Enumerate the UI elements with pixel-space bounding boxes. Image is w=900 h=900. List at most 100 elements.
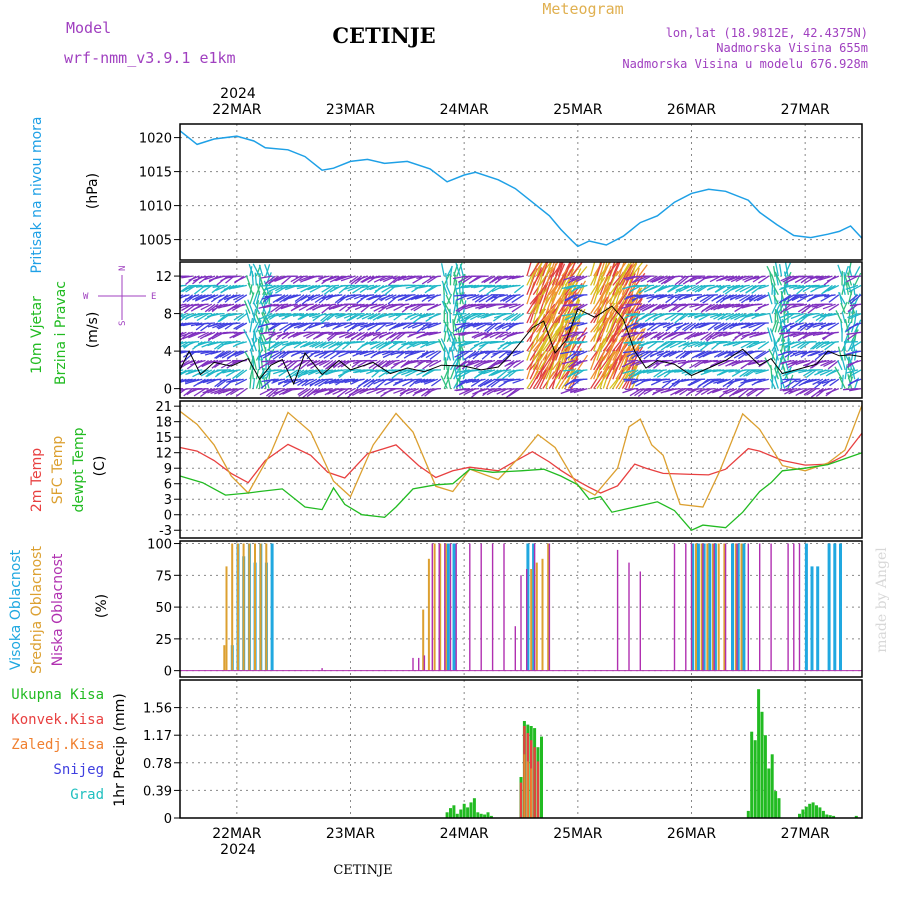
wind-barb [575,312,588,318]
wind-barb [667,294,680,299]
conv-rain-bar [519,782,523,818]
wind-barb [260,284,273,287]
wind-barb [192,331,206,334]
wind-barb [653,275,668,283]
wind-barb [260,275,273,279]
wind-barb [847,359,862,366]
wind-barb [235,388,248,398]
wind-barb [854,319,862,333]
wind-barb [364,341,378,345]
year-label-top: 2024 [220,86,256,102]
wind-barb [303,322,315,332]
dewpt-line [179,452,863,531]
wind-barb [658,322,671,327]
total-rain-bar [746,810,750,818]
low-cloud-bar [724,543,727,671]
top-date-axis: 22MAR 23MAR 24MAR 25MAR 26MAR 27MAR [212,102,830,118]
wind-barb [462,275,474,284]
wind-barb [726,284,741,289]
wind-barb [745,294,757,301]
wind-barb [233,331,247,334]
wind-barb [824,294,836,298]
wind-barb [479,322,492,325]
wind-barb [854,293,861,305]
wind-barb [301,369,314,374]
low-cloud-bar [770,543,772,671]
wind-barb [359,312,372,317]
wind-barb [662,378,677,384]
total-rain-bar [486,812,490,818]
wind-barb [480,359,492,363]
compass-n: N [118,266,128,271]
total-rain-bar [825,814,829,818]
wind-barb [379,294,394,301]
wind-barb [186,322,200,325]
total-rain-bar [469,802,473,818]
mid-cloud-bar [439,543,442,671]
wind-barb [215,350,229,360]
wind-barb [570,266,588,286]
wind-barb [258,303,273,310]
wind-barb [656,331,671,339]
wind-unit: (m/s) [85,312,101,349]
wind-barb [414,378,429,385]
wind-barb [231,350,244,357]
wind-barb [496,312,512,315]
conv-rain-bar [536,761,540,818]
wind-barb [324,378,340,385]
wind-barb [758,284,770,290]
wind-barb [679,313,690,321]
wind-barb [468,359,483,366]
panel-frame [179,540,863,678]
total-rain-bar [804,806,808,818]
wind-barb [650,322,665,332]
wind-barb [184,294,200,301]
wind-barb [261,338,267,352]
wind-barb [252,355,258,371]
wind-barb [752,275,766,280]
wind-barb [666,341,677,348]
wind-barb [625,322,639,328]
wind-barb [822,284,836,294]
wind-barb [443,319,452,333]
wind-barb [291,387,305,391]
wind-barb [847,312,859,319]
wind-barb [728,369,741,373]
wind-barb [650,331,661,340]
wind-barb [782,367,789,380]
wind-barb [499,331,512,338]
wind-barb [703,284,715,288]
wind-barb [210,312,225,316]
wind-barb [570,320,581,342]
wind-barb [781,313,795,323]
low-cloud-bar [690,543,693,671]
wind-barb [752,322,766,332]
y-tick-label: 6 [164,478,172,493]
wind-barb [846,275,859,283]
mid-cloud-title: Srednja Oblacnost [29,546,45,674]
wind-barb [725,275,738,282]
wind-barb [352,303,365,308]
wind-barb [799,341,811,350]
wind-barb [424,284,436,294]
wind-barb [787,374,794,389]
wind-barb [369,313,381,320]
wind-barb [847,374,853,389]
y-tick-label: 1015 [139,166,172,181]
high-cloud-bar [810,566,814,671]
wind-barb [755,369,769,375]
wind-barb [407,359,419,363]
wind-barb [427,322,442,329]
wind-barb [838,376,846,389]
wind-barb [263,376,267,389]
wind-barb [268,331,282,336]
wind-barb [705,331,716,341]
wind-barb [854,266,861,277]
low-cloud-bar [759,543,761,671]
wind-barb [659,294,674,298]
wind-barb [631,275,642,284]
wind-barb [251,337,258,352]
wind-barb [338,331,353,339]
wind-barb [664,313,677,321]
lonlat-info: lon,lat (18.9812E, 42.4375N) [666,26,868,40]
